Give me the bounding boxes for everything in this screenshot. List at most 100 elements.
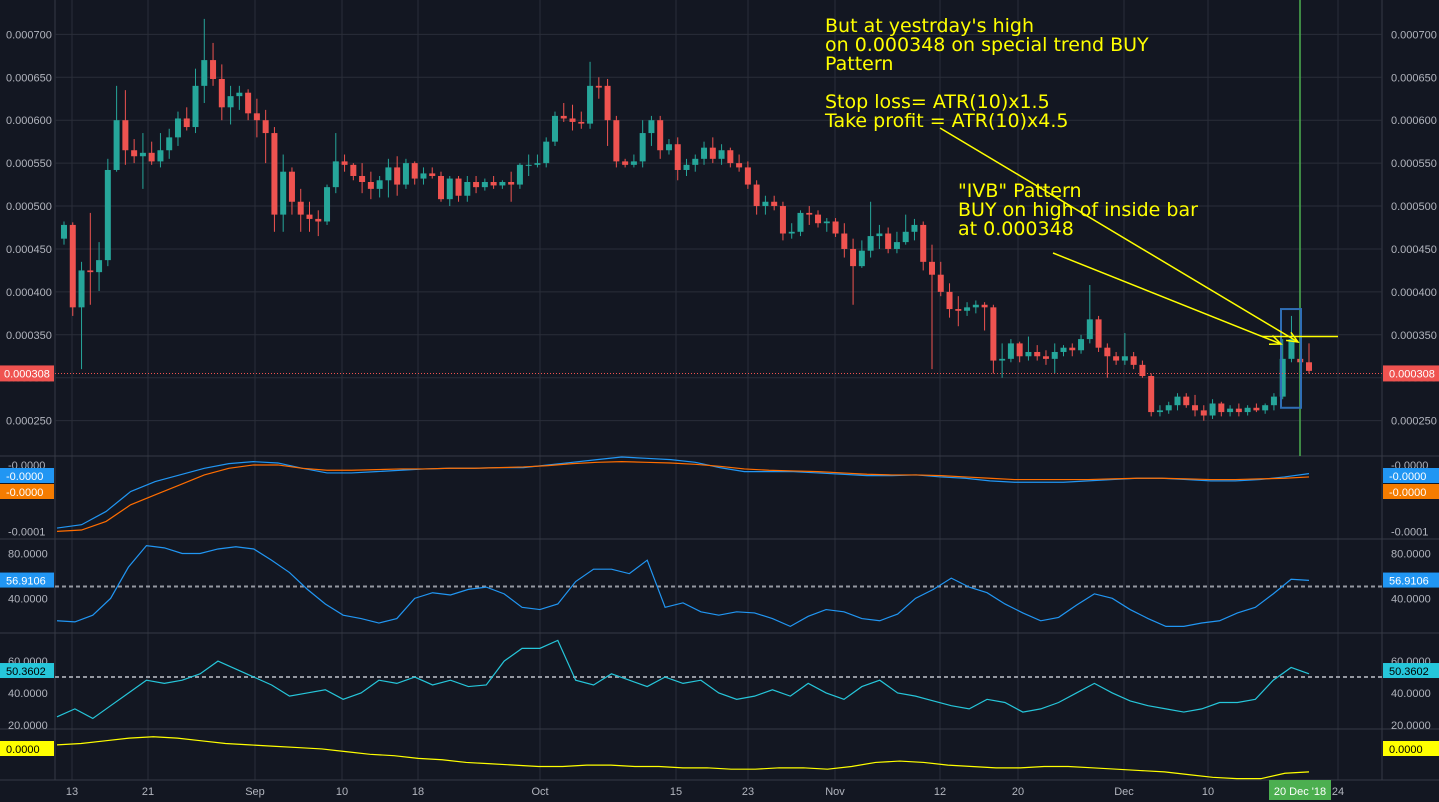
candle-body [411, 163, 418, 179]
annotation-text-line: on 0.000348 on special trend BUY [825, 34, 1149, 56]
time-tick-label: Oct [531, 786, 548, 798]
left-price-tick-label: 0.000550 [6, 158, 52, 170]
annotation-arrow-top-head [1286, 331, 1300, 343]
candle-body [96, 260, 103, 273]
time-tick-label: 15 [670, 786, 682, 798]
candle-body [955, 309, 962, 311]
candle-body [516, 164, 523, 185]
candle-body [288, 171, 295, 202]
candle-body [911, 224, 918, 232]
time-tick-label: 13 [66, 786, 78, 798]
candle-body [595, 85, 602, 88]
candle-body [657, 120, 664, 151]
candle-body [525, 164, 532, 166]
candle-body [113, 120, 120, 170]
right-price-tick-label: 0.000350 [1391, 330, 1437, 342]
pane-value-tag-left [0, 663, 54, 679]
candle-body [1174, 396, 1181, 406]
annotation-arrow-bottom-head [1268, 335, 1283, 345]
candle-body [87, 270, 94, 273]
indicator-series-line [56, 736, 1310, 780]
candle-body [587, 85, 594, 124]
candle-body [560, 115, 567, 119]
annotation-text-line: But at yestrday's high [825, 15, 1034, 37]
pane-value-tag-right [1383, 741, 1439, 756]
candle-body [192, 85, 199, 128]
candle-body [639, 133, 646, 162]
candle-body [1078, 339, 1085, 351]
candle-body [1051, 351, 1058, 359]
candle-body [499, 182, 506, 186]
last-price-label-right: 0.000308 [1389, 368, 1435, 380]
candle-body [61, 224, 67, 239]
left-price-tick-label: 0.000450 [6, 244, 52, 256]
candle-body [481, 182, 488, 188]
candle-body [920, 224, 927, 262]
candle-body [744, 167, 751, 185]
candle-body [569, 118, 576, 122]
time-tick-label: 12 [934, 786, 946, 798]
candle-body [604, 85, 611, 121]
pane-value-tag-left [0, 572, 54, 588]
pane-tick-label-left: 20.0000 [8, 720, 48, 732]
candle-body [858, 250, 865, 267]
last-price-tag-left [0, 365, 54, 382]
candle-body [473, 182, 480, 188]
candle-body [1042, 356, 1049, 359]
pane-value-tag-left [0, 741, 54, 756]
candle-body [630, 161, 637, 165]
candle-body [964, 307, 971, 311]
candle-body [157, 150, 164, 162]
left-price-tick-label: 0.000350 [6, 330, 52, 342]
candle-body [78, 270, 85, 308]
candle-body [201, 60, 208, 86]
candle-body [315, 218, 322, 222]
candle-body [578, 121, 585, 124]
pane-value-label-right: -0.0000 [1389, 487, 1426, 499]
highlight-date-tag [1269, 780, 1331, 800]
candle-body [104, 169, 111, 261]
candle-body [762, 201, 769, 207]
time-tick-label: 24 [1332, 786, 1344, 798]
candle-body [753, 184, 760, 207]
candle-body [736, 163, 743, 168]
candle-body [779, 206, 786, 234]
candle-body [1130, 356, 1137, 365]
candle-body [245, 92, 252, 114]
annotation-text-line: at 0.000348 [958, 218, 1074, 240]
candle-body [210, 60, 217, 79]
candle-body [367, 182, 374, 189]
candle-body [174, 118, 181, 138]
right-price-tick-label: 0.000600 [1391, 115, 1437, 127]
pane-value-label-right: 56.9106 [1389, 576, 1429, 588]
candle-body [937, 274, 944, 292]
pane-value-tag-left [0, 484, 54, 499]
candle-body [236, 92, 243, 97]
candle-body [429, 173, 436, 176]
candle-body [1156, 410, 1163, 413]
pane-tick-label-right: 20.0000 [1391, 720, 1431, 732]
pane-value-tag-right [1383, 484, 1439, 499]
candle-body [69, 224, 76, 308]
pane-value-tag-left [0, 468, 54, 483]
pane-tick-label-left: 80.0000 [8, 548, 48, 560]
candle-body [1104, 347, 1111, 357]
candle-body [455, 178, 462, 196]
candle-body [350, 164, 357, 176]
right-price-tick-label: 0.000400 [1391, 287, 1437, 299]
annotation-text-line: "IVB" Pattern [958, 180, 1082, 202]
pane-tick-label-right: -0.0001 [1391, 526, 1428, 538]
candle-body [306, 214, 313, 219]
time-tick-label: 10 [336, 786, 348, 798]
candle-body [297, 201, 304, 215]
candle-body [1235, 408, 1242, 413]
time-tick-label: 21 [142, 786, 154, 798]
time-tick-label: Nov [825, 786, 845, 798]
annotation-text-line: Stop loss= ATR(10)x1.5 [825, 91, 1050, 113]
time-tick-label: 18 [412, 786, 424, 798]
candle-body [806, 212, 813, 215]
candle-body [376, 180, 383, 189]
candle-body [850, 248, 857, 267]
right-price-tick-label: 0.000550 [1391, 158, 1437, 170]
